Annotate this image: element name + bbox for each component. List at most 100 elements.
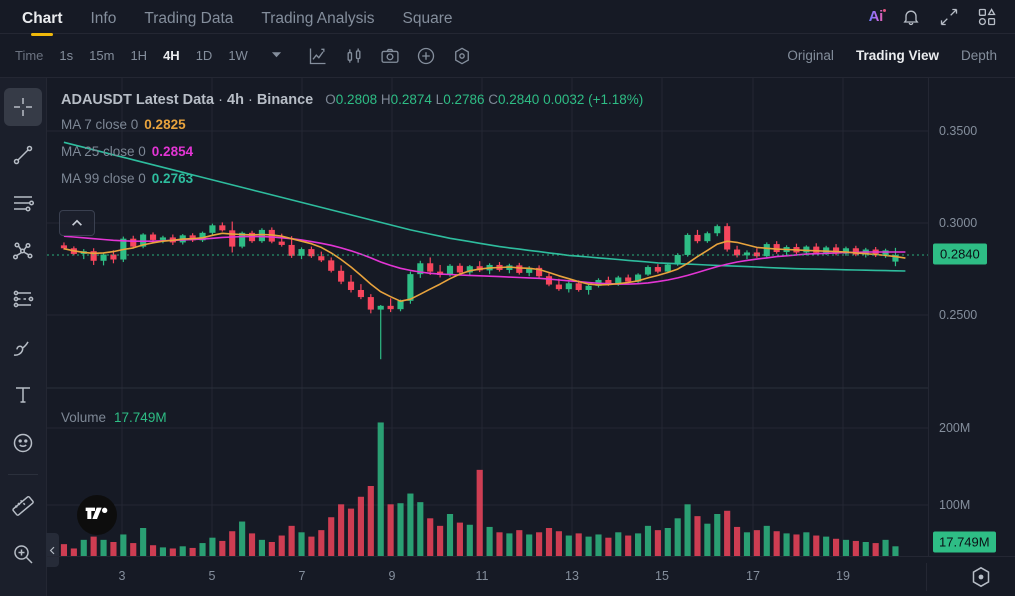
volume-bar bbox=[456, 522, 463, 556]
nav-tab-square[interactable]: Square bbox=[402, 9, 453, 27]
chevron-down-icon[interactable] bbox=[257, 47, 292, 65]
volume-bar bbox=[783, 533, 790, 556]
zoom-in-icon bbox=[14, 545, 33, 564]
candle-body bbox=[189, 235, 196, 241]
candle-body bbox=[288, 244, 295, 256]
candle-body bbox=[110, 254, 117, 260]
volume-bar bbox=[427, 518, 434, 556]
nav-tab-trading-data[interactable]: Trading Data bbox=[144, 9, 234, 27]
horizontal-lines-tool-button[interactable] bbox=[4, 184, 42, 222]
toolbar-divider bbox=[8, 474, 38, 475]
volume-bar bbox=[644, 525, 652, 556]
zoom-in-tool-button[interactable] bbox=[4, 535, 42, 573]
volume-bar bbox=[149, 545, 157, 556]
timeframe-1h[interactable]: 1H bbox=[130, 48, 148, 63]
candle-body bbox=[882, 250, 889, 256]
volume-bar bbox=[803, 532, 810, 556]
candle-body bbox=[813, 246, 820, 253]
chart-canvas-area[interactable]: ADAUSDT Latest Data · 4h · Binance O0.28… bbox=[46, 78, 1015, 596]
volume-bar bbox=[526, 534, 533, 556]
view-option-trading-view[interactable]: Trading View bbox=[855, 48, 939, 63]
volume-bar bbox=[328, 517, 335, 556]
ma-line bbox=[63, 235, 906, 285]
candle-body bbox=[318, 256, 325, 261]
price-axis[interactable]: 0.3500 0.3000 0.2500 0.2840 200M 100M 17… bbox=[928, 78, 1015, 556]
timeframe-15m[interactable]: 15m bbox=[89, 48, 115, 63]
candle-body bbox=[357, 289, 364, 298]
volume-bar bbox=[635, 533, 642, 556]
price-tick-1: 0.3000 bbox=[939, 216, 978, 230]
candle-body bbox=[268, 229, 275, 242]
bell-icon[interactable] bbox=[901, 7, 921, 27]
volume-bar bbox=[664, 528, 671, 556]
candle-body bbox=[635, 274, 642, 282]
crosshair-icon bbox=[14, 98, 32, 116]
nav-tab-trading-analysis[interactable]: Trading Analysis bbox=[261, 9, 375, 27]
nav-tab-chart[interactable]: Chart bbox=[8, 4, 76, 34]
volume-bar bbox=[417, 502, 424, 556]
line-chart-icon[interactable] bbox=[308, 46, 328, 66]
volume-bar bbox=[832, 538, 840, 556]
time-axis-divider bbox=[926, 563, 927, 591]
apps-grid-icon[interactable] bbox=[977, 7, 997, 27]
candle-body bbox=[674, 254, 681, 265]
candle-body bbox=[526, 267, 533, 273]
timeframe-4h[interactable]: 4H bbox=[163, 48, 180, 63]
candle-body bbox=[615, 277, 622, 285]
volume-bar bbox=[605, 537, 612, 556]
measure-tool-button[interactable] bbox=[4, 487, 42, 525]
volume-bar bbox=[734, 526, 741, 556]
indicator-settings-icon[interactable] bbox=[452, 46, 472, 66]
candle-body bbox=[397, 300, 404, 310]
timeframe-1s[interactable]: 1s bbox=[59, 48, 74, 63]
brush-tool-button[interactable] bbox=[4, 328, 42, 366]
view-option-depth[interactable]: Depth bbox=[960, 48, 997, 63]
candle-body bbox=[664, 264, 671, 272]
nav-tab-info[interactable]: Info bbox=[90, 9, 117, 27]
volume-bar bbox=[338, 504, 345, 556]
volume-bar bbox=[387, 504, 394, 556]
plus-circle-icon[interactable] bbox=[416, 46, 436, 66]
ma-line bbox=[63, 141, 906, 272]
volume-bar bbox=[159, 547, 167, 556]
chevron-up-icon bbox=[72, 219, 82, 226]
volume-bar bbox=[347, 508, 355, 556]
timeframe-1d[interactable]: 1D bbox=[195, 48, 213, 63]
volume-legend[interactable]: Volume 17.749M bbox=[61, 410, 167, 425]
collapse-legend-button[interactable] bbox=[59, 210, 95, 236]
chevron-left-icon bbox=[49, 546, 55, 554]
volume-bar bbox=[704, 523, 711, 556]
time-axis[interactable]: 3 5 7 9 11 13 15 17 19 bbox=[47, 556, 1015, 596]
time-tick-9: 9 bbox=[388, 569, 396, 583]
crosshair-tool-button[interactable] bbox=[4, 88, 42, 126]
tradingview-logo[interactable] bbox=[77, 495, 117, 535]
last-price-badge[interactable]: 0.2840 bbox=[933, 243, 987, 265]
candle-body bbox=[536, 267, 543, 277]
candlestick-icon[interactable] bbox=[344, 46, 364, 66]
trend-line-tool-button[interactable] bbox=[4, 136, 42, 174]
fib-tool-button[interactable] bbox=[4, 280, 42, 318]
volume-label: Volume bbox=[61, 410, 107, 425]
volume-bar bbox=[565, 535, 572, 556]
price-and-volume-plot bbox=[47, 141, 928, 556]
last-volume-badge[interactable]: 17.749M bbox=[933, 531, 996, 553]
camera-icon[interactable] bbox=[380, 46, 400, 66]
candle-body bbox=[456, 265, 463, 273]
emoji-tool-button[interactable] bbox=[4, 424, 42, 462]
text-tool-button[interactable] bbox=[4, 376, 42, 414]
candle-body bbox=[714, 226, 721, 234]
candle-body bbox=[852, 248, 859, 255]
volume-bar bbox=[90, 536, 97, 556]
volume-bar bbox=[625, 535, 632, 556]
volume-bar bbox=[308, 536, 315, 556]
chart-settings-icon[interactable] bbox=[969, 565, 993, 589]
volume-bar bbox=[446, 514, 454, 556]
ai-icon[interactable]: Ai bbox=[868, 8, 887, 25]
sidebar-collapse-handle[interactable] bbox=[46, 533, 59, 567]
time-tick-19: 19 bbox=[836, 569, 850, 583]
volume-bar bbox=[239, 521, 246, 556]
expand-icon[interactable] bbox=[939, 7, 959, 27]
timeframe-1w[interactable]: 1W bbox=[228, 48, 248, 63]
view-option-original[interactable]: Original bbox=[787, 48, 834, 63]
pattern-tool-button[interactable] bbox=[4, 232, 42, 270]
